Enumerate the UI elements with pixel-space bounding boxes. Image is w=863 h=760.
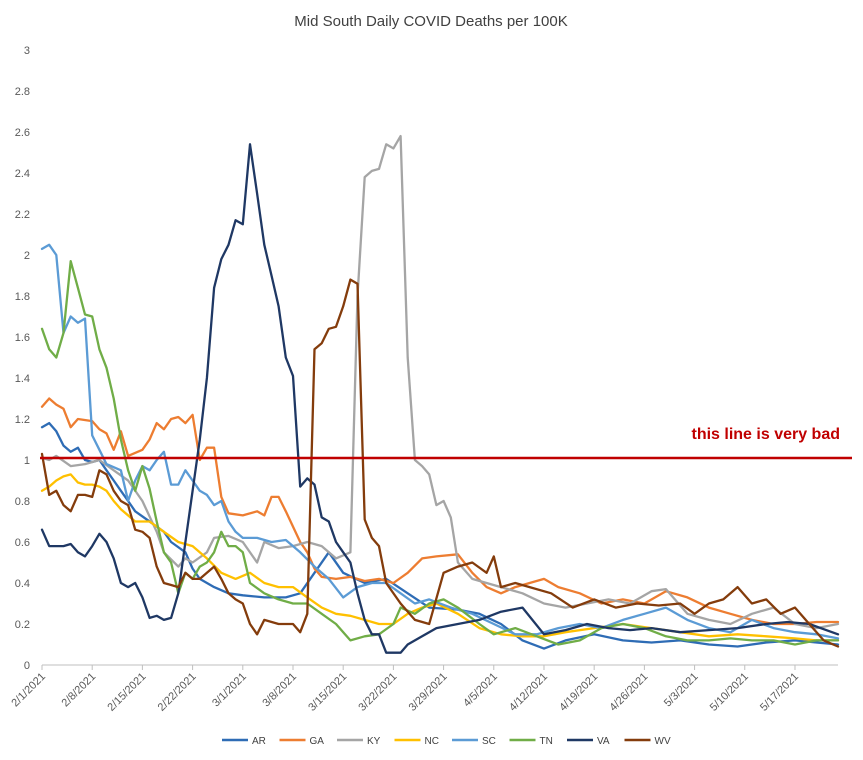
series-line-va	[40, 143, 840, 654]
y-tick-label: 2.6	[15, 127, 30, 139]
series-line-ga	[40, 397, 840, 626]
legend: AR GA KY NC SC TN VA WV	[222, 736, 671, 747]
y-tick-label: 2	[24, 250, 30, 262]
series-line-tn	[40, 260, 840, 646]
series-line-wv	[40, 278, 840, 648]
legend-label-sc: SC	[482, 736, 496, 747]
y-tick-label: 2.2	[15, 209, 30, 221]
legend-label-tn: TN	[540, 736, 553, 747]
legend-label-ga: GA	[310, 736, 325, 747]
series-line-sc	[40, 243, 840, 640]
y-tick-label: 0.6	[15, 537, 30, 549]
legend-label-ar: AR	[252, 736, 266, 747]
legend-label-nc: NC	[425, 736, 439, 747]
legend-label-wv: WV	[655, 736, 671, 747]
legend-label-va: VA	[597, 736, 610, 747]
y-tick-label: 0	[24, 660, 30, 672]
y-tick-label: 1.8	[15, 291, 30, 303]
threshold-label: this line is very bad	[692, 426, 841, 443]
y-tick-label: 0.8	[15, 496, 30, 508]
y-tick-label: 1.6	[15, 332, 30, 344]
y-tick-label: 2.4	[15, 168, 30, 180]
chart-title: Mid South Daily COVID Deaths per 100K	[294, 13, 567, 30]
annotation-group: this line is very bad	[40, 426, 852, 460]
series-lines	[40, 134, 840, 654]
y-tick-label: 3	[24, 45, 30, 57]
y-axis: 0 0.2 0.4 0.6 0.8 1 1.2 1.4 1.6 1.8 2 2.2 2.4 2.6 2.8 3	[15, 45, 30, 672]
y-tick-label: 1.4	[15, 373, 30, 385]
y-tick-label: 1	[24, 455, 30, 467]
y-tick-label: 0.4	[15, 578, 30, 590]
legend-label-ky: KY	[367, 736, 381, 747]
y-tick-label: 2.8	[15, 86, 30, 98]
y-tick-label: 0.2	[15, 619, 30, 631]
y-tick-label: 1.2	[15, 414, 30, 426]
